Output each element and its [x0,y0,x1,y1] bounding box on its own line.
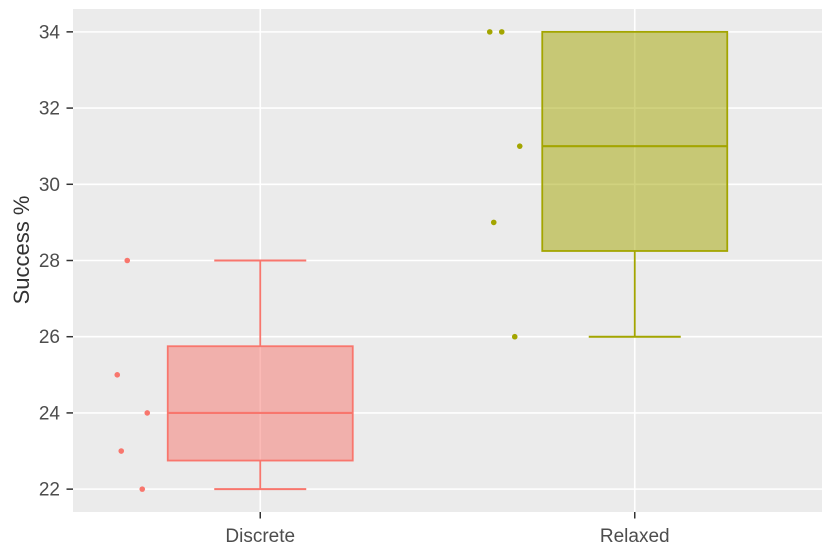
boxplot-discrete-jitter-point [144,410,151,416]
y-tick-label: 30 [39,175,60,196]
x-category-label: Discrete [225,526,295,547]
boxplot-discrete-jitter-point [124,257,131,264]
boxplot-discrete-jitter-point [118,448,125,454]
x-category-label: Relaxed [600,526,670,547]
boxplot-relaxed-jitter-point [511,333,518,340]
boxplot-discrete-jitter-point [139,486,146,492]
boxplot-relaxed-jitter-point [490,219,497,226]
y-tick-label: 28 [39,251,60,272]
y-tick-label: 22 [39,480,60,501]
boxplot-relaxed-jitter-point [516,143,523,149]
y-tick-label: 24 [39,403,61,424]
boxplot-relaxed-box [541,30,729,252]
y-tick-label: 26 [39,327,60,348]
boxplot-discrete-box [166,345,354,462]
y-tick-label: 34 [39,22,61,43]
y-axis-title-text: Success % [9,195,34,305]
boxplot-discrete-jitter-point [114,372,121,378]
y-tick-label: 32 [39,99,60,120]
boxplot-relaxed-jitter-point [486,29,493,35]
boxplot-relaxed-jitter-point [498,29,505,35]
